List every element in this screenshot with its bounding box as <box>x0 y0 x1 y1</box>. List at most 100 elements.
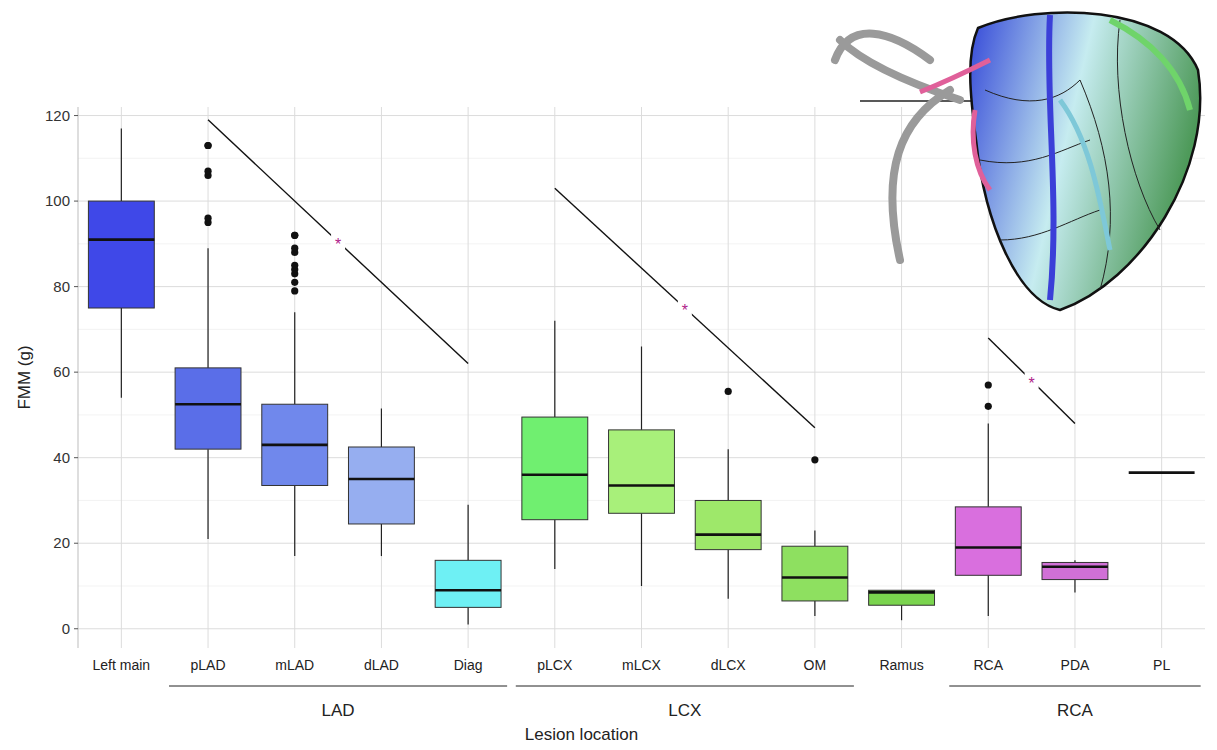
x-grid-line <box>294 107 295 648</box>
x-grid-line <box>381 107 382 648</box>
whisker-low <box>901 605 902 620</box>
x-tick-label: mLAD <box>275 657 314 673</box>
outlier <box>204 168 211 175</box>
whisker-low <box>988 575 989 616</box>
heart-segment <box>1000 210 1100 240</box>
whisker-high <box>294 312 295 404</box>
y-tick-label: 100 <box>45 192 70 209</box>
median <box>695 533 761 536</box>
outlier <box>811 456 818 463</box>
outlier <box>291 232 298 239</box>
significance-line <box>208 120 468 364</box>
y-tick-label: 20 <box>53 534 70 551</box>
whisker-high <box>468 505 469 561</box>
median <box>869 591 935 594</box>
box <box>435 560 501 607</box>
median <box>609 484 675 487</box>
y-tick-label: 0 <box>62 620 70 637</box>
vessel-rca <box>920 60 990 190</box>
heart-body <box>970 12 1200 310</box>
significance-label: * <box>1028 375 1034 392</box>
whisker-high <box>381 409 382 447</box>
vessel-gray <box>835 34 960 260</box>
outlier <box>291 287 298 294</box>
significance-line <box>988 338 1075 424</box>
x-tick-label: dLAD <box>364 657 399 673</box>
x-tick-label: Diag <box>454 657 483 673</box>
x-tick-label: Left main <box>93 657 151 673</box>
x-tick-label: PL <box>1153 657 1170 673</box>
outlier <box>985 403 992 410</box>
box <box>609 430 675 513</box>
y-tick-label: 80 <box>53 278 70 295</box>
group-label: RCA <box>1057 701 1094 720</box>
box <box>955 507 1021 575</box>
x-tick-label: pLCX <box>537 657 573 673</box>
y-tick <box>74 372 78 373</box>
median <box>782 576 848 579</box>
x-tick-label: PDA <box>1061 657 1090 673</box>
median <box>522 473 588 476</box>
significance-label: * <box>682 302 688 319</box>
whisker-low <box>207 449 208 539</box>
box <box>88 201 154 308</box>
x-tick-label: OM <box>804 657 827 673</box>
whisker-high <box>728 449 729 500</box>
whisker-low <box>468 607 469 624</box>
group-line <box>516 686 854 687</box>
x-grid-line <box>901 107 902 648</box>
vessel-lcx <box>1110 20 1190 110</box>
median <box>262 444 328 447</box>
y-tick-label: 120 <box>45 107 70 124</box>
group-line <box>949 686 1200 687</box>
median <box>435 589 501 592</box>
box <box>522 417 588 520</box>
chart: 020406080100120FMM (g)***Left mainpLADmL… <box>0 0 1217 750</box>
median <box>348 478 414 481</box>
x-axis-title: Lesion location <box>525 725 638 744</box>
box <box>348 447 414 524</box>
heart-segment <box>985 80 1080 101</box>
whisker-low <box>121 308 122 398</box>
median <box>175 403 241 406</box>
x-tick-label: mLCX <box>622 657 662 673</box>
group-line <box>169 686 507 687</box>
whisker-low <box>554 520 555 569</box>
whisker-low <box>1074 580 1075 593</box>
median <box>88 238 154 241</box>
whisker-high <box>641 346 642 429</box>
box <box>1129 472 1195 473</box>
whisker-high <box>121 128 122 201</box>
whisker-high <box>554 321 555 417</box>
whisker-high <box>207 248 208 368</box>
whisker-high <box>988 423 989 506</box>
x-tick-label: pLAD <box>191 657 226 673</box>
significance-label: * <box>335 236 341 253</box>
outlier <box>291 279 298 286</box>
median <box>1129 471 1195 474</box>
significance-line <box>555 188 815 427</box>
vessel-diag <box>1060 100 1110 250</box>
y-axis-line <box>78 107 79 648</box>
y-tick <box>74 628 78 629</box>
box <box>782 546 848 601</box>
y-tick-label: 60 <box>53 363 70 380</box>
outlier <box>204 215 211 222</box>
x-grid-line <box>728 107 729 648</box>
box <box>695 500 761 549</box>
outlier <box>291 262 298 269</box>
whisker-low <box>294 485 295 556</box>
group-label: LCX <box>668 701 701 720</box>
outlier <box>291 232 298 239</box>
y-tick <box>74 543 78 544</box>
median <box>955 546 1021 549</box>
y-tick <box>74 286 78 287</box>
vessel-lad <box>1049 15 1054 300</box>
box <box>869 590 935 605</box>
heart-segment <box>980 140 1090 163</box>
outlier <box>204 142 211 149</box>
y-axis-title: FMM (g) <box>15 345 34 409</box>
outlier <box>291 245 298 252</box>
box <box>1042 562 1108 579</box>
group-label: LAD <box>322 701 355 720</box>
